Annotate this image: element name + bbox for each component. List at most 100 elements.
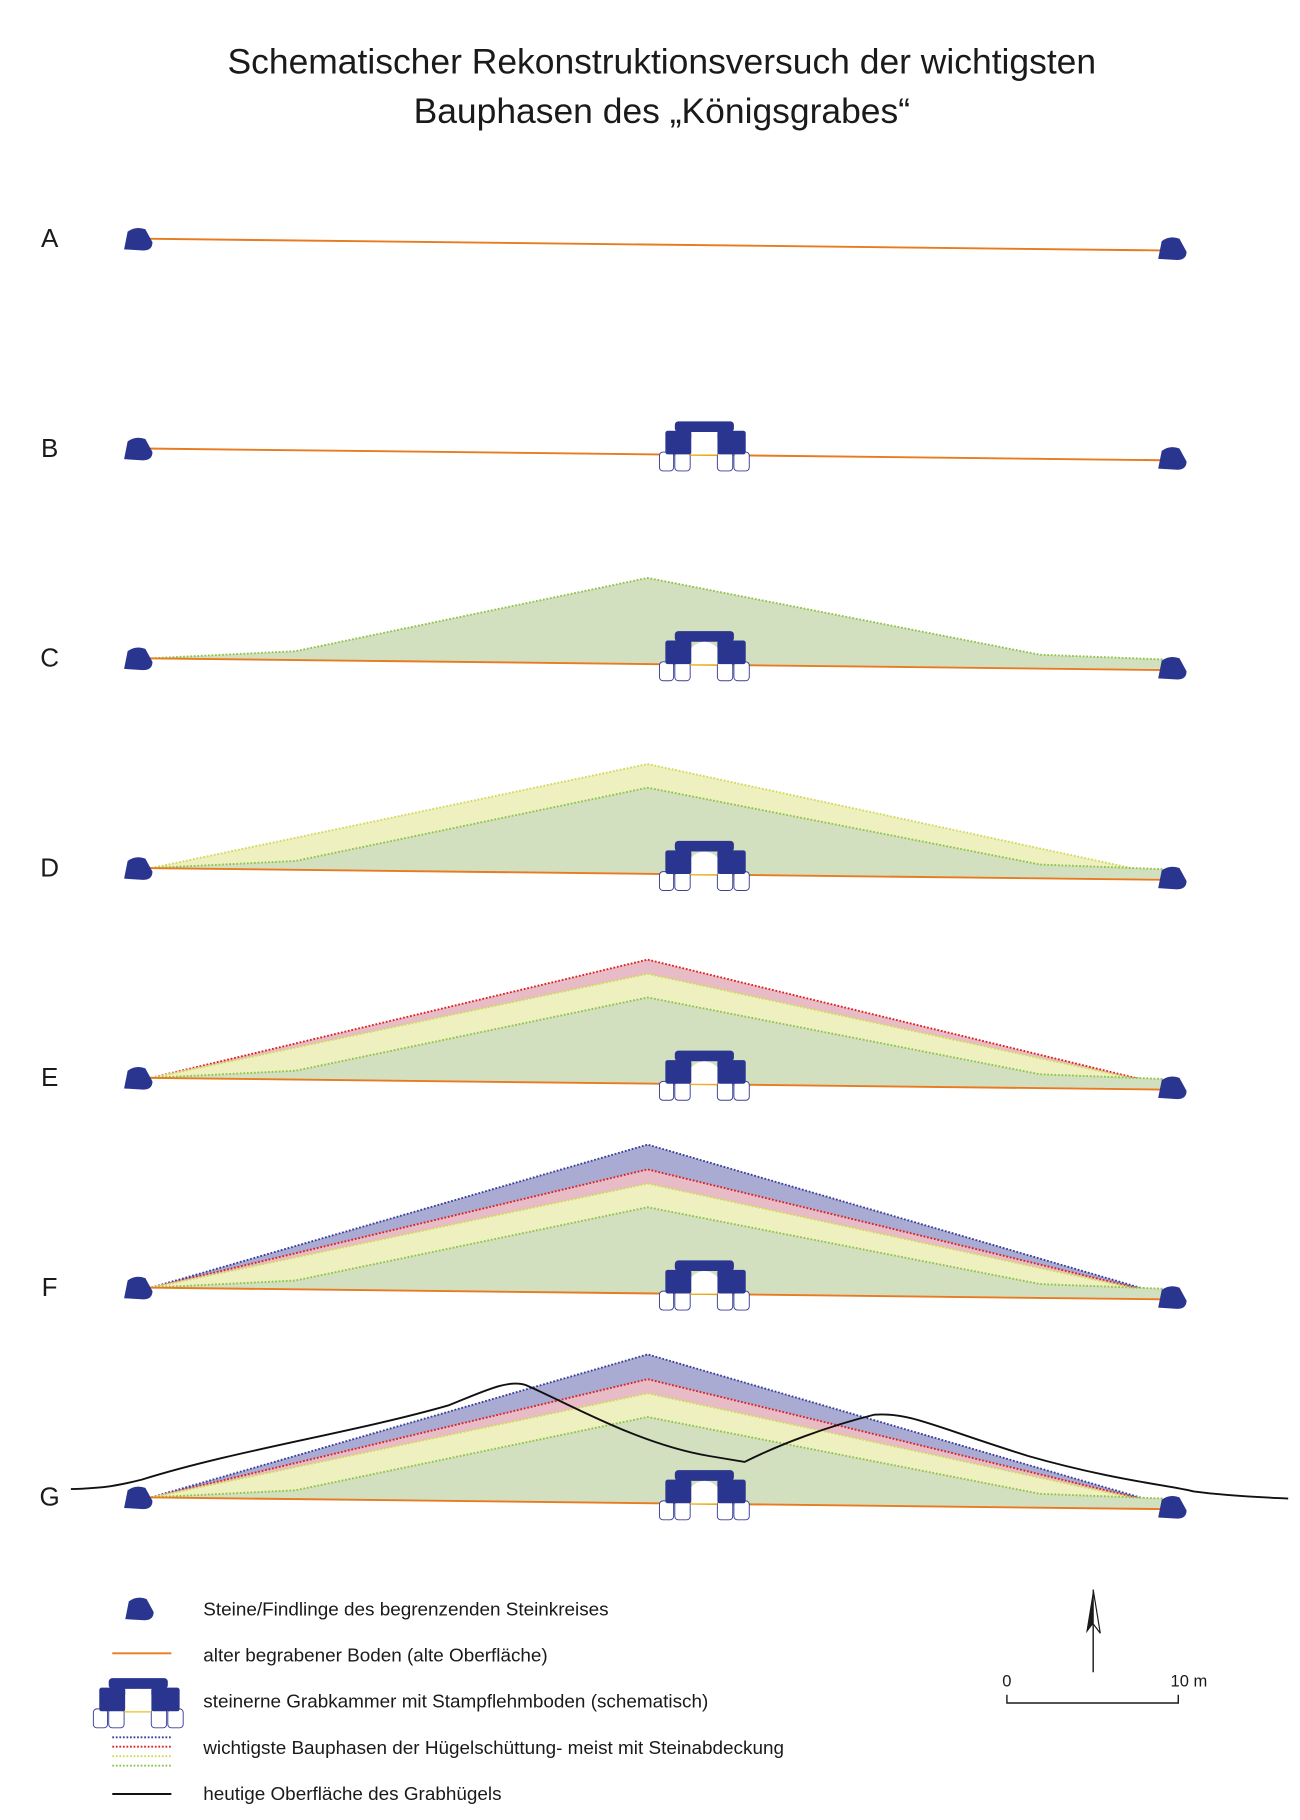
chamber-stone-base [658, 1500, 675, 1521]
mound-outline [151, 996, 1165, 1080]
grave-chamber [658, 421, 750, 472]
chamber-upright [717, 430, 746, 455]
old-ground [144, 447, 1171, 462]
chamber-stone-base [674, 1080, 691, 1101]
mound-layer [151, 997, 1165, 1089]
old-ground [144, 867, 1171, 881]
grave-chamber [658, 1470, 750, 1521]
boundary-stone [124, 857, 153, 880]
chamber-stone-base [733, 1080, 750, 1101]
mound-outline [151, 1206, 1165, 1290]
chamber-upright [717, 1060, 746, 1084]
grave-chamber [658, 1050, 750, 1101]
phase-row: G [40, 1353, 1289, 1521]
chamber-upright [717, 1479, 746, 1504]
chamber-stone-base [716, 1080, 734, 1101]
chamber-upright [717, 640, 746, 665]
chamber-stone-base [674, 871, 691, 891]
scale-label: 10 m [1171, 1671, 1208, 1690]
chamber-upright [717, 1269, 746, 1294]
chamber-stone-base [733, 661, 750, 682]
boundary-stone [1158, 656, 1187, 680]
chamber-arch [691, 1061, 718, 1084]
row-label: D [40, 852, 59, 882]
chamber-upright [665, 640, 692, 665]
chamber-stone-base [167, 1708, 184, 1729]
chamber-stone-base [674, 451, 691, 472]
chamber-arch [691, 1271, 718, 1294]
chamber-arch [691, 851, 718, 874]
chamber-upright [99, 1687, 126, 1712]
chamber-stone-base [658, 1080, 675, 1101]
mound-outline [151, 786, 1165, 871]
legend-text: wichtigste Bauphasen der Hügelschüttung-… [202, 1738, 784, 1759]
chamber-upright [665, 1479, 692, 1504]
chamber-upright [717, 850, 746, 874]
chamber-stone-base [716, 661, 734, 682]
phase-row: D [40, 763, 1187, 891]
chamber-capstone [674, 1050, 734, 1062]
phase-row: B [41, 421, 1187, 472]
row-label: F [42, 1272, 58, 1302]
boundary-stone [1158, 1496, 1187, 1519]
chamber-capstone [674, 1470, 734, 1481]
chamber-stone-base [674, 661, 691, 682]
grave-chamber [658, 840, 750, 891]
boundary-stone [125, 1597, 154, 1621]
mound-layer [151, 577, 1165, 669]
scale-bar: 0 10 m [1002, 1671, 1208, 1704]
boundary-stone [1158, 447, 1187, 470]
legend-text: Steine/Findlinge des begrenzenden Steink… [203, 1600, 608, 1621]
boundary-stone [124, 1067, 153, 1090]
chamber-upright [665, 430, 692, 455]
boundary-stone [124, 437, 153, 461]
chamber-stone-base [108, 1708, 125, 1729]
row-label: B [41, 433, 58, 463]
mound-outline [151, 1416, 1165, 1500]
mound-layer [151, 1417, 1165, 1508]
mound-outline [151, 1182, 1165, 1296]
chamber-upright [665, 850, 692, 874]
chamber-stone-base [716, 1290, 734, 1311]
chamber-stone-base [733, 451, 750, 472]
chamber-capstone [674, 840, 734, 852]
chamber-upright [151, 1687, 180, 1712]
old-ground [144, 1496, 1171, 1511]
chamber-capstone [674, 421, 734, 432]
row-label: G [40, 1482, 60, 1512]
old-ground [144, 237, 1171, 252]
boundary-stone [124, 647, 153, 671]
mound-outline [151, 763, 1165, 877]
chamber-capstone [108, 1678, 168, 1689]
chamber-stone-base [92, 1708, 109, 1729]
chamber-stone-base [733, 1500, 750, 1521]
chamber-capstone [674, 1260, 734, 1272]
chamber-stone-base [716, 871, 734, 891]
grave-chamber [92, 1678, 184, 1729]
chamber-arch [125, 1688, 152, 1712]
north-arrow [1086, 1589, 1101, 1673]
row-label: A [41, 223, 59, 253]
chamber-stone-base [733, 871, 750, 891]
row-label: C [40, 643, 59, 673]
boundary-stone [124, 1486, 153, 1510]
phase-row: F [42, 1143, 1187, 1311]
chamber-upright [665, 1269, 692, 1294]
title-line: Schematischer Rekonstruktionsversuch der… [228, 41, 1097, 81]
chamber-stone-base [733, 1290, 750, 1311]
phase-row: C [40, 576, 1187, 682]
chamber-stone-base [150, 1708, 168, 1729]
chamber-arch [691, 1480, 718, 1504]
chamber-upright [665, 1060, 692, 1084]
chamber-arch [691, 641, 718, 665]
chamber-stone-base [674, 1500, 691, 1521]
boundary-stone [1158, 237, 1187, 260]
chamber-arch [691, 431, 718, 455]
chamber-stone-base [716, 451, 734, 472]
row-label: E [41, 1062, 58, 1092]
title-line: Bauphasen des „Königsgrabes“ [414, 91, 910, 131]
chamber-stone-base [658, 661, 675, 682]
old-ground [144, 657, 1171, 672]
grave-chamber [658, 1260, 750, 1311]
